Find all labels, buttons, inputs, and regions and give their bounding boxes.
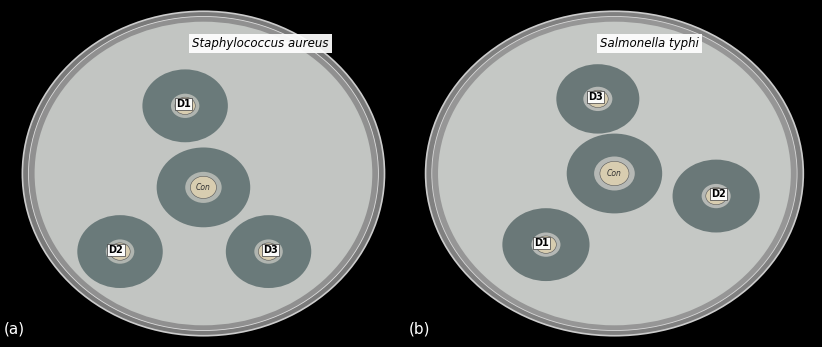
Circle shape xyxy=(584,87,612,111)
Circle shape xyxy=(157,147,250,227)
Circle shape xyxy=(106,239,134,264)
Circle shape xyxy=(702,184,731,208)
Text: (b): (b) xyxy=(409,321,430,336)
Circle shape xyxy=(600,161,629,186)
Circle shape xyxy=(77,215,163,288)
Text: D2: D2 xyxy=(711,189,726,199)
Text: (a): (a) xyxy=(4,321,25,336)
Circle shape xyxy=(536,236,556,253)
Ellipse shape xyxy=(438,22,791,325)
Text: Salmonella typhi: Salmonella typhi xyxy=(600,37,700,50)
Text: Staphylococcus aureus: Staphylococcus aureus xyxy=(192,37,329,50)
Ellipse shape xyxy=(426,11,803,336)
Circle shape xyxy=(185,172,222,203)
Circle shape xyxy=(175,97,196,115)
Text: Con: Con xyxy=(196,183,211,192)
Ellipse shape xyxy=(35,22,372,325)
Text: D3: D3 xyxy=(263,245,278,255)
Circle shape xyxy=(556,64,640,134)
Circle shape xyxy=(258,243,279,260)
Circle shape xyxy=(142,69,228,142)
Ellipse shape xyxy=(29,16,378,330)
Circle shape xyxy=(226,215,312,288)
Text: D1: D1 xyxy=(534,238,549,248)
Ellipse shape xyxy=(432,16,797,330)
Circle shape xyxy=(566,134,663,213)
Circle shape xyxy=(588,90,608,108)
Circle shape xyxy=(110,243,130,260)
Circle shape xyxy=(502,208,589,281)
Circle shape xyxy=(594,156,635,191)
Circle shape xyxy=(531,232,561,257)
Circle shape xyxy=(672,160,760,232)
Text: D2: D2 xyxy=(109,245,123,255)
Circle shape xyxy=(171,94,200,118)
Text: D3: D3 xyxy=(589,92,603,102)
Text: Con: Con xyxy=(607,169,622,178)
Text: D1: D1 xyxy=(176,99,191,109)
Circle shape xyxy=(254,239,283,264)
Ellipse shape xyxy=(22,11,385,336)
Circle shape xyxy=(706,187,727,205)
Circle shape xyxy=(191,176,216,198)
